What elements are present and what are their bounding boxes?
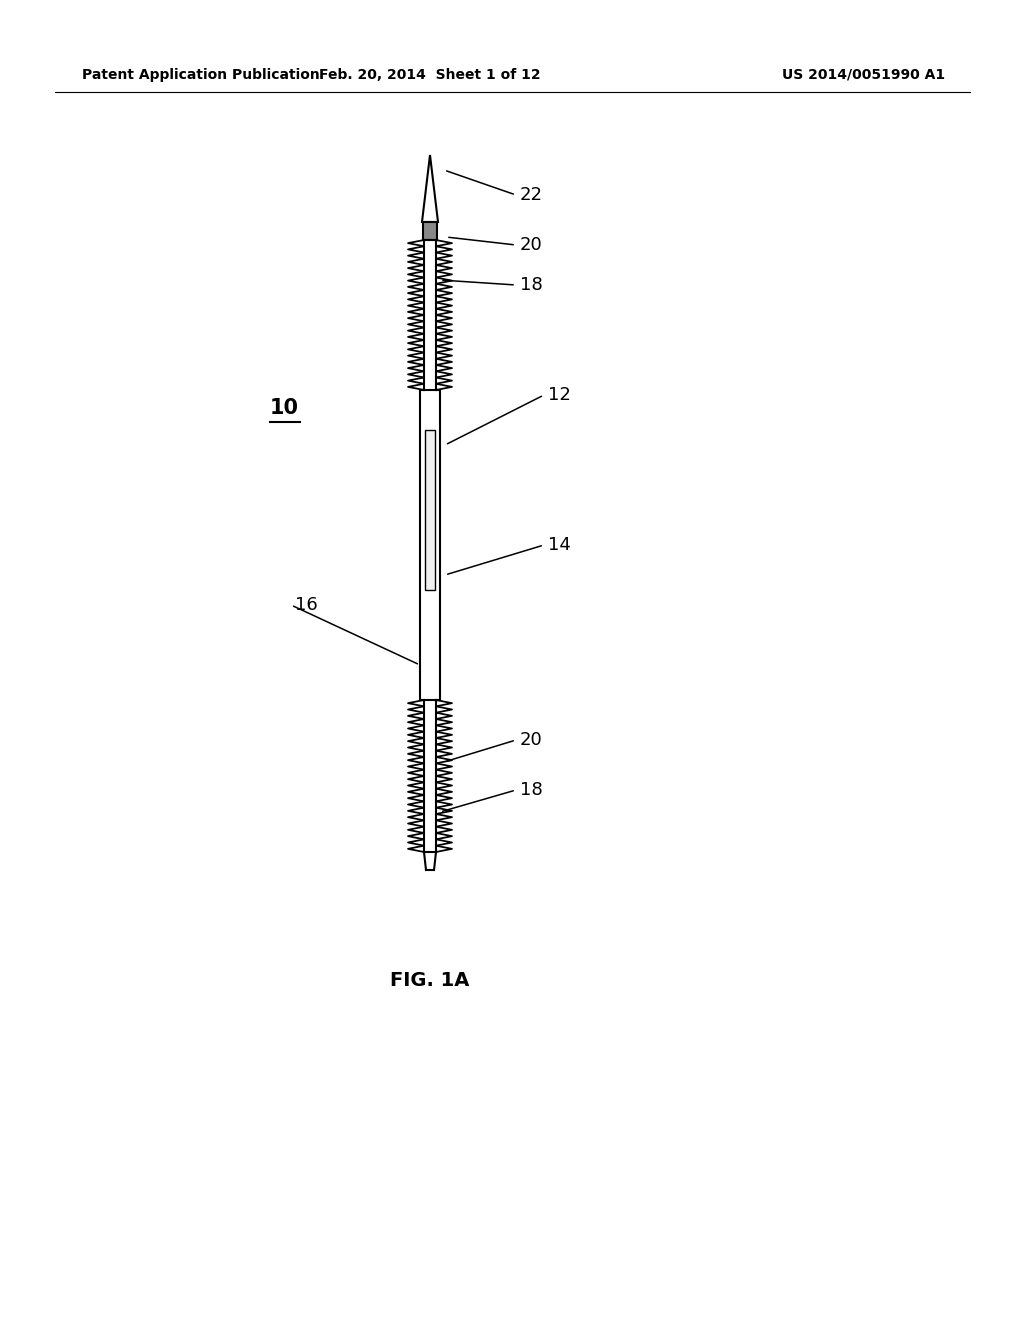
Text: 14: 14 — [548, 536, 570, 554]
Text: US 2014/0051990 A1: US 2014/0051990 A1 — [782, 69, 945, 82]
Text: 10: 10 — [270, 399, 299, 418]
Bar — [425, 430, 435, 590]
Text: FIG. 1A: FIG. 1A — [390, 970, 470, 990]
Text: 16: 16 — [295, 597, 317, 614]
Text: 18: 18 — [520, 276, 543, 294]
Text: 18: 18 — [520, 781, 543, 799]
Text: Patent Application Publication: Patent Application Publication — [82, 69, 319, 82]
Bar — [423, 222, 437, 240]
Text: 22: 22 — [520, 186, 543, 205]
Text: 12: 12 — [548, 385, 570, 404]
Polygon shape — [422, 154, 438, 222]
Text: Feb. 20, 2014  Sheet 1 of 12: Feb. 20, 2014 Sheet 1 of 12 — [319, 69, 541, 82]
Text: 20: 20 — [520, 731, 543, 748]
Text: 20: 20 — [520, 236, 543, 253]
